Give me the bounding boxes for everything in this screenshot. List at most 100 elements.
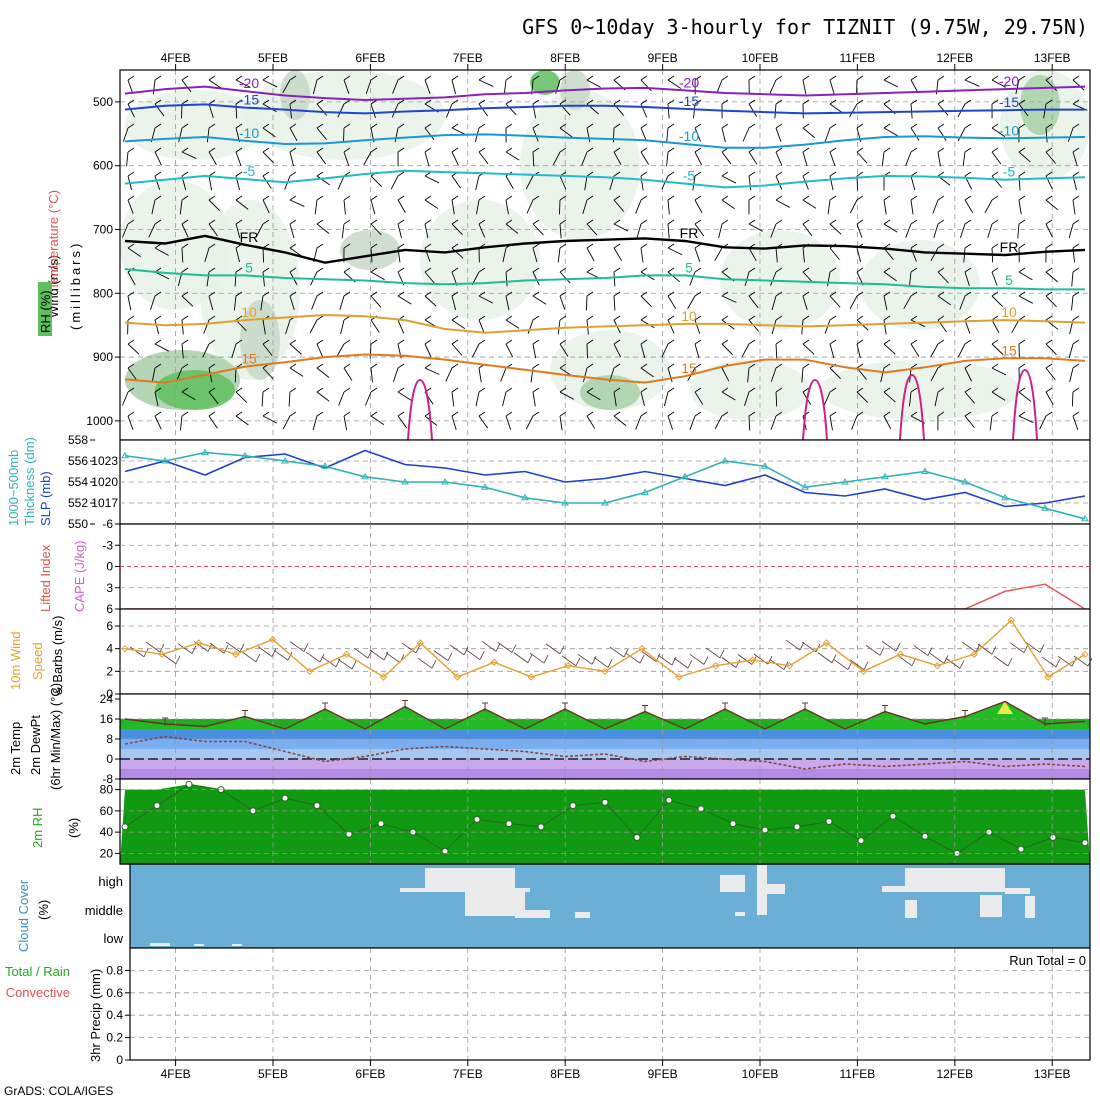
wind-barb-flag bbox=[1045, 195, 1053, 201]
wind-barb-flag bbox=[829, 267, 837, 273]
cloud-block bbox=[720, 875, 745, 892]
wind-barb-10m-flag bbox=[607, 659, 613, 668]
wind-barb-flag bbox=[694, 99, 702, 105]
wind-barb-flag bbox=[316, 219, 324, 225]
wind-barb-10m-flag bbox=[671, 656, 677, 666]
date-label-bottom: 11FEB bbox=[840, 1067, 876, 1081]
wind-barb-flag bbox=[424, 243, 432, 249]
date-label-top: 9FEB bbox=[648, 51, 678, 65]
isotherm-label: -15 bbox=[679, 93, 699, 109]
wind-barb-flag bbox=[586, 339, 594, 345]
temp-line bbox=[124, 700, 1086, 730]
wind-barb-staff bbox=[1015, 79, 1020, 95]
wind-barb-flag bbox=[1018, 99, 1026, 105]
wind-barb-staff bbox=[667, 367, 673, 383]
wind-barb-staff bbox=[525, 415, 534, 430]
wind-barb-staff bbox=[559, 199, 561, 215]
wind-barb-10m bbox=[129, 646, 145, 658]
thickness-marker bbox=[641, 488, 649, 495]
wind-barb-staff bbox=[991, 391, 1006, 401]
wind-barb-staff bbox=[721, 175, 737, 184]
wind-barb-staff bbox=[827, 199, 831, 215]
y-tick-label: 0 bbox=[106, 560, 113, 574]
wind-barb-flag bbox=[181, 99, 189, 105]
wind-barb-flag bbox=[559, 99, 567, 105]
rh-blob bbox=[420, 200, 540, 320]
bottom-date-axis: 4FEB 5FEB 6FEB 7FEB 8FEB 9FEB 10FEB 11FEB 12FEB 1… bbox=[161, 1060, 1071, 1081]
wind-barb-flag bbox=[775, 315, 783, 321]
wind-barb-staff bbox=[856, 223, 863, 238]
wind-barb-staff bbox=[1072, 415, 1079, 430]
wind-speed-marker bbox=[342, 650, 351, 659]
wind-barb-staff bbox=[559, 127, 573, 138]
wind-barb-flag bbox=[937, 75, 945, 81]
wind-barb-staff bbox=[991, 175, 1002, 188]
wind-barb-flag bbox=[316, 291, 324, 297]
wind-barb-flag bbox=[586, 219, 594, 225]
wind-speed-marker bbox=[564, 661, 572, 670]
wind-barb-10m-flag bbox=[799, 641, 805, 651]
wind-barb-staff bbox=[851, 415, 858, 430]
wind-barb-staff bbox=[208, 367, 213, 383]
cape-contour bbox=[407, 378, 433, 441]
wind-barb-flag bbox=[532, 339, 540, 345]
wind-barb-staff bbox=[823, 391, 831, 406]
wind-barb-flag bbox=[856, 219, 864, 225]
wind-barb-flag bbox=[748, 339, 756, 345]
wind-barb-flag bbox=[478, 339, 486, 345]
rh-marker bbox=[889, 812, 897, 820]
wind-barb-staff bbox=[478, 319, 485, 334]
wind-barb-flag bbox=[1018, 267, 1026, 273]
wind-barb-flag bbox=[181, 195, 189, 201]
wind-barb-10m-flag bbox=[719, 649, 725, 659]
wind-barb-flag bbox=[829, 315, 837, 321]
wind-barb-10m bbox=[289, 641, 305, 652]
wind-barb-flag bbox=[154, 147, 162, 153]
wind-barb-10m-flag bbox=[191, 645, 197, 654]
wind-barb-staff bbox=[1045, 223, 1053, 238]
wind-barb-staff bbox=[424, 151, 430, 167]
wind-barb-flag bbox=[748, 315, 756, 321]
wind-barb-staff bbox=[827, 271, 831, 287]
wind-barb-staff bbox=[613, 391, 617, 407]
wind-ylabel-3: & Barbs (m/s) bbox=[50, 616, 65, 695]
wind-barb-staff bbox=[341, 223, 345, 239]
wind-barb-staff bbox=[505, 103, 517, 116]
wind-barb-flag bbox=[1018, 75, 1026, 81]
rh-marker bbox=[345, 830, 353, 838]
y-tick-label: 1000 bbox=[86, 414, 113, 428]
wind-barb-flag bbox=[856, 147, 864, 153]
wind-barb-10m bbox=[689, 654, 705, 665]
y-tick-label: 556 bbox=[68, 454, 88, 468]
wind-barb-flag bbox=[721, 411, 729, 417]
wind-barb-flag bbox=[262, 195, 270, 201]
wind-barb-flag bbox=[991, 123, 999, 129]
wind-barb-flag bbox=[316, 315, 324, 321]
wind-barb-flag bbox=[559, 387, 567, 393]
wind-barb-staff bbox=[397, 223, 402, 239]
wind-barb-flag bbox=[667, 315, 675, 321]
isotherm-label: 5 bbox=[245, 259, 253, 275]
wind-barb-staff bbox=[1071, 391, 1074, 407]
wind-barb-flag bbox=[775, 291, 783, 297]
isotherm-label: -15 bbox=[239, 92, 259, 108]
wind-barb-flag bbox=[343, 267, 351, 273]
wind-barb-10m-flag bbox=[991, 646, 997, 655]
wind-barb-staff bbox=[475, 175, 480, 191]
date-label-top: 5FEB bbox=[258, 51, 288, 65]
wind-barb-staff bbox=[208, 199, 221, 212]
y-tick-label: 800 bbox=[93, 286, 113, 300]
wind-barb-flag bbox=[424, 219, 432, 225]
wind-barb-flag bbox=[343, 387, 351, 393]
thickness-marker bbox=[1001, 493, 1009, 501]
wind-barb-flag bbox=[127, 315, 135, 321]
wind-barb-10m bbox=[865, 644, 881, 656]
wind-barb-flag bbox=[451, 123, 459, 129]
wind-barb-flag bbox=[910, 339, 918, 345]
wind-barb-flag bbox=[451, 315, 459, 321]
isotherm-label: 10 bbox=[241, 304, 257, 320]
rh-marker bbox=[313, 802, 321, 810]
wind-barb-flag bbox=[775, 171, 783, 177]
wind-barb-staff bbox=[829, 175, 834, 191]
wind-barb-staff bbox=[640, 295, 652, 308]
